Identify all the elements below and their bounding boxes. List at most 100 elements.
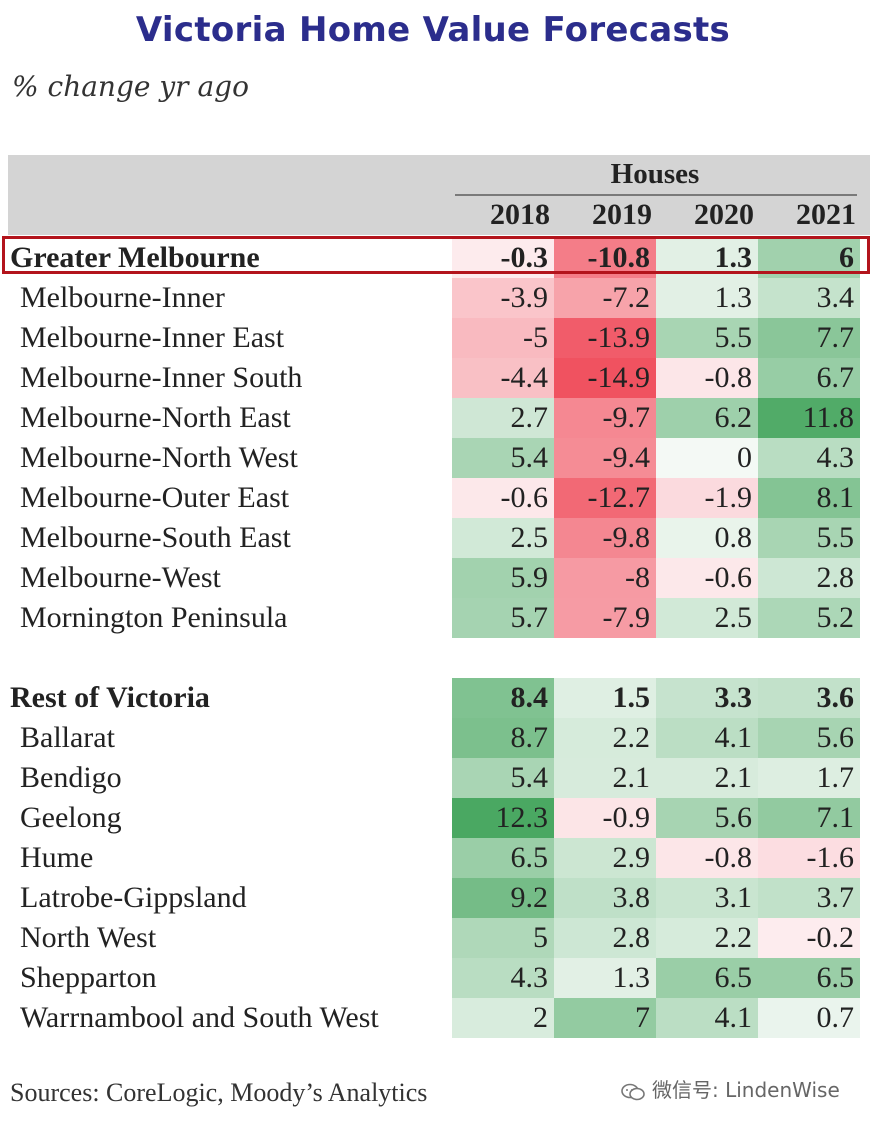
chart-subtitle: % change yr ago [12,70,249,103]
highlight-box [2,236,870,274]
column-group-header: Houses [610,158,700,190]
data-cell: -13.9 [554,318,656,358]
data-cell: 0.8 [656,518,758,558]
row-label: Melbourne-North West [20,441,298,474]
data-cell: 4.1 [656,998,758,1038]
chart-title: Victoria Home Value Forecasts [135,10,731,50]
data-cell: 2 [452,998,554,1038]
data-cell: -0.2 [758,918,860,958]
data-cell: 1.5 [554,678,656,718]
data-cell: 6.7 [758,358,860,398]
row-label: Melbourne-Outer East [20,481,290,514]
row-label: Shepparton [20,961,157,994]
data-cell: 1.3 [554,958,656,998]
data-cell: 3.6 [758,678,860,718]
data-cell: -1.9 [656,478,758,518]
data-cell: 3.1 [656,878,758,918]
data-cell: 7.1 [758,798,860,838]
row-label: Hume [20,841,94,874]
data-cell: -3.9 [452,278,554,318]
data-cell: 7.7 [758,318,860,358]
data-cell: 2.8 [554,918,656,958]
data-cell: 2.8 [758,558,860,598]
data-cell: 4.1 [656,718,758,758]
row-label: Geelong [20,801,122,834]
data-cell: 12.3 [452,798,554,838]
year-header: 2020 [694,198,754,231]
data-cell: 5.7 [452,598,554,638]
data-cell: 8.1 [758,478,860,518]
data-cell: 1.3 [656,278,758,318]
data-cell: 8.4 [452,678,554,718]
data-cell: 3.4 [758,278,860,318]
row-label: North West [20,921,157,954]
data-cell: 6.2 [656,398,758,438]
data-cell: -9.7 [554,398,656,438]
watermark-text: 微信号: LindenWise [652,1078,840,1102]
row-label: Bendigo [20,761,122,794]
data-cell: 2.1 [554,758,656,798]
data-cell: 2.2 [554,718,656,758]
data-cell: -4.4 [452,358,554,398]
data-cell: 4.3 [758,438,860,478]
data-cell: 1.7 [758,758,860,798]
row-label: Ballarat [20,721,115,754]
data-cell: 6.5 [452,838,554,878]
group-label: Greater Melbourne [10,241,260,274]
data-cell: 0.7 [758,998,860,1038]
data-cell: -0.6 [452,478,554,518]
data-cell: 5.2 [758,598,860,638]
row-label: Melbourne-North East [20,401,291,434]
data-cell: -5 [452,318,554,358]
data-cell: 5.9 [452,558,554,598]
data-cell: 5.6 [758,718,860,758]
data-cell: 3.8 [554,878,656,918]
data-cell: 3.3 [656,678,758,718]
group-label: Rest of Victoria [10,681,210,714]
data-cell: 6.5 [758,958,860,998]
row-label: Melbourne-West [20,561,221,594]
data-cell: 11.8 [758,398,860,438]
row-label: Melbourne-Inner [20,281,225,314]
data-cell: 0 [656,438,758,478]
data-cell: 2.9 [554,838,656,878]
data-cell: 8.7 [452,718,554,758]
data-cell: -9.4 [554,438,656,478]
data-cell: 5.5 [656,318,758,358]
row-label: Latrobe-Gippsland [20,881,247,914]
data-cell: -7.2 [554,278,656,318]
row-label: Melbourne-Inner East [20,321,285,354]
data-cell: 5.6 [656,798,758,838]
wechat-icon [621,1083,645,1100]
data-cell: 4.3 [452,958,554,998]
data-cell: -8 [554,558,656,598]
data-cell: -0.9 [554,798,656,838]
data-cell: -1.6 [758,838,860,878]
data-cell: -14.9 [554,358,656,398]
data-cell: 2.7 [452,398,554,438]
year-header: 2021 [796,198,856,231]
data-cell: -0.8 [656,358,758,398]
data-cell: 3.7 [758,878,860,918]
data-cell: -0.8 [656,838,758,878]
data-cell: 2.5 [656,598,758,638]
year-header: 2018 [490,198,550,231]
data-cell: -9.8 [554,518,656,558]
data-cell: 5 [452,918,554,958]
row-label: Melbourne-South East [20,521,291,554]
data-cell: 6.5 [656,958,758,998]
data-cell: 2.2 [656,918,758,958]
data-cell: -7.9 [554,598,656,638]
row-label: Melbourne-Inner South [20,361,303,394]
data-cell: 5.4 [452,438,554,478]
data-cell: 9.2 [452,878,554,918]
row-label: Warrnambool and South West [20,1001,379,1034]
data-cell: -0.6 [656,558,758,598]
year-header: 2019 [592,198,652,231]
source-note: Sources: CoreLogic, Moody’s Analytics [10,1078,428,1107]
data-cell: -12.7 [554,478,656,518]
column-group-rule [455,194,857,196]
data-cell: 2.5 [452,518,554,558]
data-cell: 7 [554,998,656,1038]
data-cell: 5.5 [758,518,860,558]
